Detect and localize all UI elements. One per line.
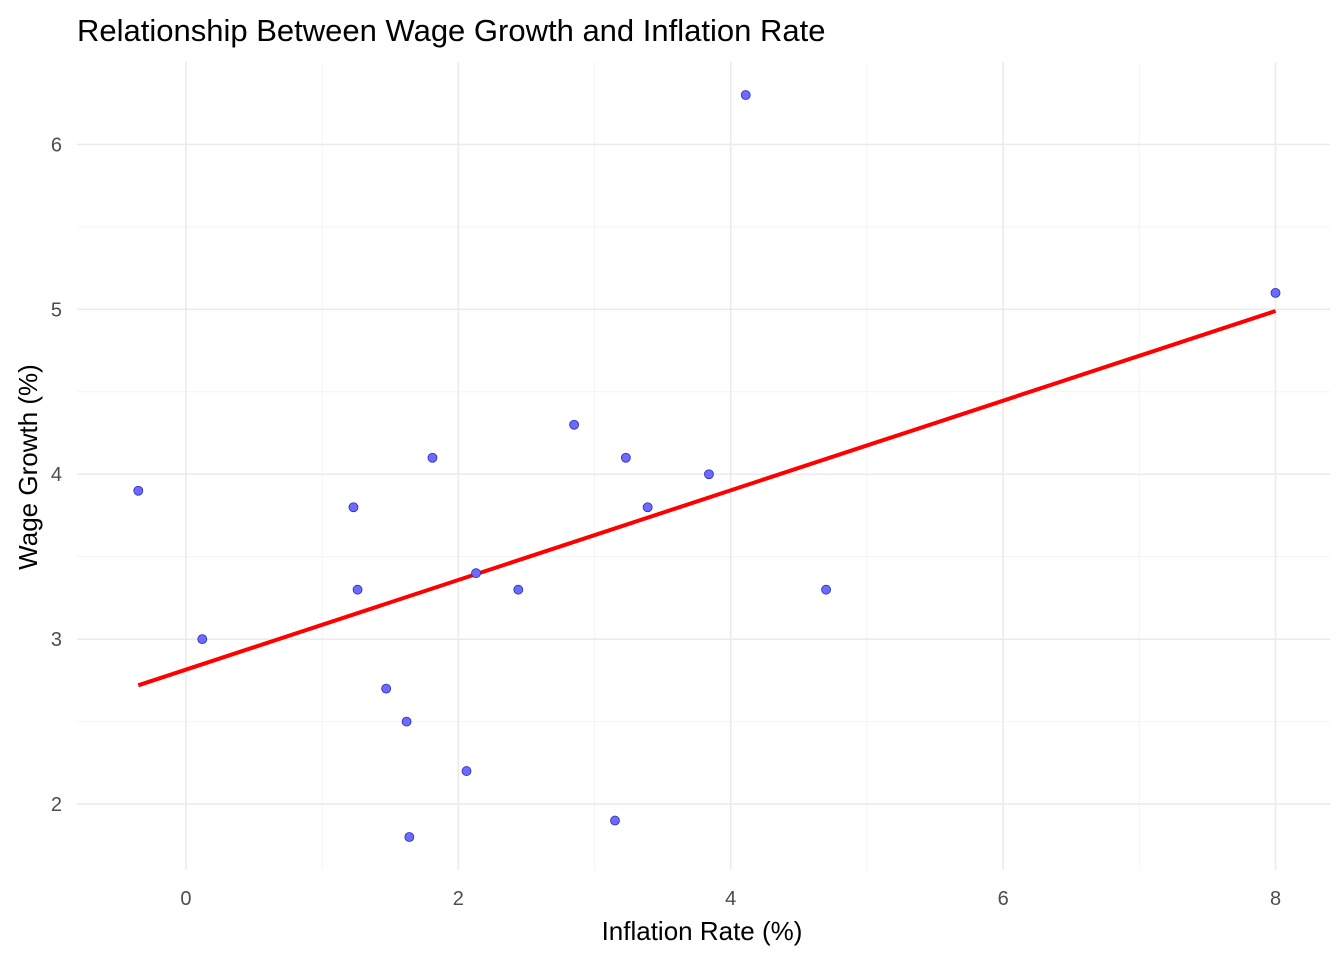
chart-title: Relationship Between Wage Growth and Inf… (77, 13, 825, 48)
data-point (471, 568, 481, 579)
data-point (704, 469, 714, 480)
x-tick-label: 2 (453, 888, 464, 910)
data-point (404, 832, 415, 842)
data-point (620, 452, 631, 463)
data-point (642, 502, 653, 513)
y-tick-label: 3 (51, 629, 62, 651)
x-tick-label: 4 (725, 888, 736, 910)
points-group (133, 90, 1281, 842)
x-axis-title: Inflation Rate (%) (602, 916, 803, 946)
data-point (610, 815, 620, 826)
y-tick-label: 6 (51, 134, 62, 156)
x-tick-label: 8 (1270, 888, 1281, 910)
x-axis-ticks: 0 2 4 6 8 (180, 888, 1281, 910)
data-point (821, 584, 831, 595)
data-point (401, 716, 412, 727)
y-tick-label: 4 (51, 464, 62, 486)
data-point (1270, 287, 1281, 298)
grid (77, 62, 1330, 870)
data-point (352, 584, 363, 595)
trend-line (137, 309, 1277, 688)
x-tick-label: 0 (180, 888, 191, 910)
data-point (348, 502, 359, 513)
data-point (513, 584, 524, 595)
data-point (133, 485, 144, 496)
data-point (427, 452, 438, 463)
y-axis-title: Wage Growth (%) (13, 364, 43, 570)
y-tick-label: 2 (51, 794, 62, 816)
x-tick-label: 6 (998, 888, 1009, 910)
y-axis-ticks: 2 3 4 5 6 (51, 134, 62, 816)
data-point (461, 766, 472, 776)
data-point (569, 419, 580, 430)
y-tick-label: 5 (51, 299, 62, 321)
data-point (381, 683, 392, 694)
data-point (197, 634, 208, 645)
trend-line-group (137, 309, 1277, 688)
data-point (740, 90, 751, 100)
